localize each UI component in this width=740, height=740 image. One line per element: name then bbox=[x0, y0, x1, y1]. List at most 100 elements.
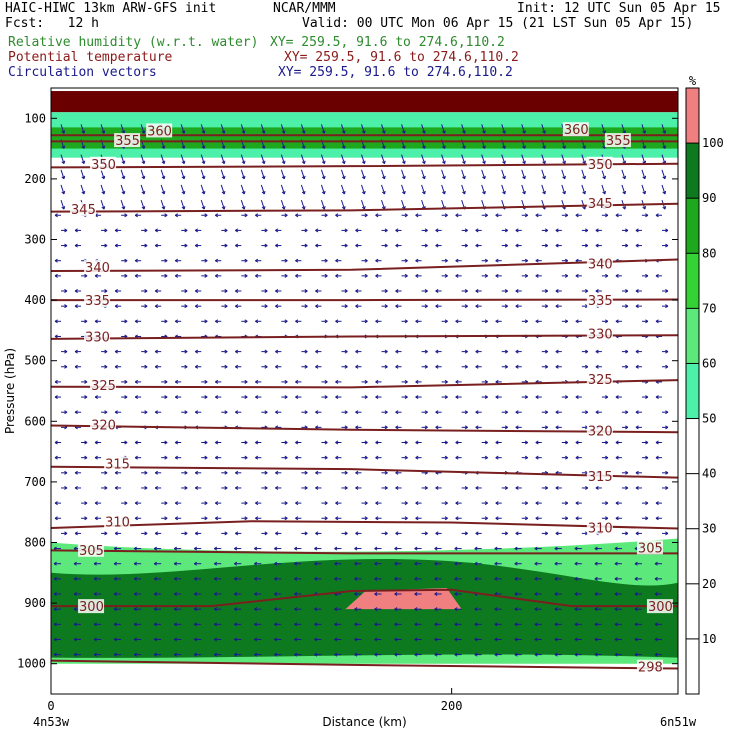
circulation-vector bbox=[374, 546, 382, 551]
circulation-vector bbox=[474, 546, 482, 551]
circulation-vector bbox=[140, 184, 146, 195]
circulation-vector bbox=[374, 561, 382, 566]
vector-head bbox=[174, 258, 179, 263]
vector-head bbox=[464, 243, 468, 248]
vector-head bbox=[381, 175, 386, 180]
circulation-vector bbox=[361, 440, 368, 445]
vector-head bbox=[174, 395, 179, 400]
x-tick-label: 200 bbox=[441, 699, 463, 713]
vector-head bbox=[374, 546, 378, 551]
vector-head bbox=[542, 160, 546, 165]
circulation-vector bbox=[501, 364, 508, 369]
vector-head bbox=[181, 175, 186, 180]
vector-head bbox=[304, 289, 308, 293]
vector-head bbox=[484, 440, 488, 445]
circulation-vector bbox=[314, 637, 322, 642]
circulation-vector bbox=[80, 154, 86, 165]
circulation-vector bbox=[621, 485, 629, 490]
circulation-vector bbox=[220, 154, 226, 165]
vector-head bbox=[284, 379, 288, 384]
circulation-vector bbox=[335, 273, 342, 278]
circulation-vector bbox=[381, 169, 386, 180]
circulation-vector bbox=[340, 154, 346, 165]
circulation-vector bbox=[341, 470, 348, 475]
vector-head bbox=[595, 364, 599, 369]
vector-head bbox=[625, 289, 629, 293]
circulation-vector bbox=[554, 637, 562, 642]
circulation-vector bbox=[515, 304, 522, 309]
vector-head bbox=[474, 652, 478, 657]
circulation-vector bbox=[141, 304, 148, 309]
vector-head bbox=[224, 531, 228, 536]
circulation-vector bbox=[140, 169, 146, 180]
vector-head bbox=[164, 319, 168, 324]
circulation-vector bbox=[194, 349, 202, 354]
circulation-vector bbox=[401, 124, 406, 134]
circulation-vector bbox=[300, 169, 306, 180]
vector-shaft bbox=[340, 184, 345, 195]
circulation-vector bbox=[595, 243, 602, 248]
vector-head bbox=[645, 213, 649, 218]
circulation-vector bbox=[495, 501, 502, 506]
circulation-vector bbox=[113, 561, 122, 566]
vector-head bbox=[344, 485, 348, 490]
vector-head bbox=[442, 160, 446, 165]
vector-shaft bbox=[140, 199, 145, 210]
vector-head bbox=[435, 410, 439, 415]
circulation-vector bbox=[401, 273, 408, 278]
vector-head bbox=[394, 607, 398, 612]
circulation-vector bbox=[120, 154, 126, 165]
vector-head bbox=[204, 440, 208, 445]
vector-head bbox=[193, 637, 198, 642]
vector-head bbox=[595, 410, 599, 415]
circulation-vector bbox=[574, 652, 582, 657]
vector-head bbox=[124, 501, 128, 506]
vector-head bbox=[274, 607, 278, 612]
circulation-vector bbox=[113, 592, 122, 596]
vector-head bbox=[535, 273, 539, 278]
vector-head bbox=[204, 258, 208, 263]
header-valid-time: Valid: 00 UTC Mon 06 Apr 15 (21 LST Sun … bbox=[302, 16, 694, 31]
circulation-vector bbox=[441, 440, 448, 445]
circulation-vector bbox=[535, 455, 542, 460]
circulation-vector bbox=[334, 622, 342, 627]
circulation-vector bbox=[335, 501, 342, 506]
circulation-vector bbox=[241, 319, 248, 324]
vector-head bbox=[254, 622, 258, 627]
circulation-vector bbox=[315, 531, 322, 536]
vector-head bbox=[73, 576, 77, 581]
vector-head bbox=[401, 130, 406, 134]
vector-shaft bbox=[601, 124, 606, 134]
circulation-vector bbox=[154, 349, 162, 354]
vector-head bbox=[221, 130, 226, 134]
circulation-vector bbox=[335, 395, 342, 400]
circulation-vector bbox=[501, 289, 508, 293]
circulation-vector bbox=[154, 364, 162, 369]
legend-field-rh: Relative humidity (w.r.t. water) bbox=[8, 35, 259, 50]
theta-contour-330 bbox=[50, 334, 679, 340]
vector-head bbox=[315, 349, 319, 354]
circulation-vector bbox=[501, 124, 506, 134]
circulation-vector bbox=[634, 652, 642, 657]
circulation-vector bbox=[375, 319, 382, 324]
vector-head bbox=[421, 175, 426, 180]
vector-head bbox=[384, 243, 388, 248]
circulation-vector bbox=[81, 395, 88, 400]
vector-head bbox=[614, 637, 618, 642]
circulation-vector bbox=[421, 289, 428, 293]
circulation-vector bbox=[134, 395, 142, 400]
circulation-vector bbox=[561, 213, 569, 218]
colorbar-frame bbox=[685, 87, 700, 695]
circulation-vector bbox=[501, 304, 508, 309]
theta-label-bg bbox=[586, 423, 613, 438]
vector-head bbox=[614, 607, 618, 612]
vector-head bbox=[255, 455, 259, 460]
vector-head bbox=[214, 546, 218, 551]
circulation-vector bbox=[641, 273, 649, 278]
circulation-vector bbox=[301, 364, 308, 369]
vector-head bbox=[355, 243, 359, 248]
vector-head bbox=[64, 470, 68, 475]
vector-head bbox=[234, 561, 238, 566]
circulation-vector bbox=[514, 607, 522, 612]
vector-head bbox=[121, 160, 126, 165]
